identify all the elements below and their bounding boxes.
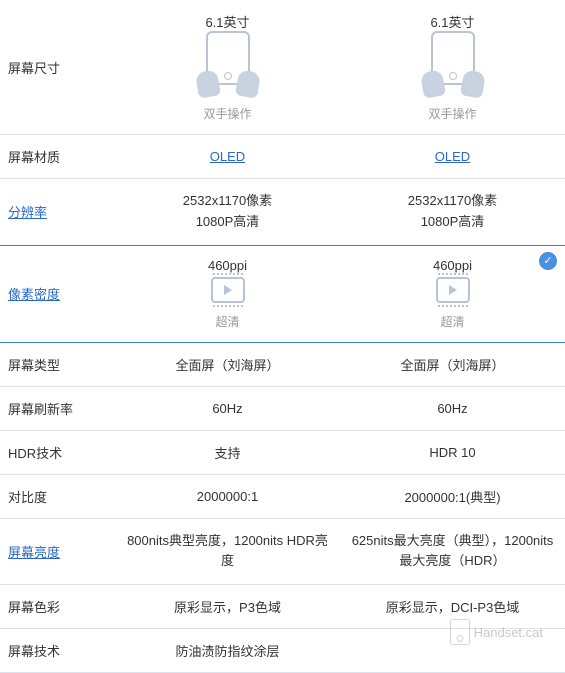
video-hd-icon [436, 277, 470, 303]
oled-link[interactable]: OLED [435, 149, 470, 164]
row-material: 屏幕材质 OLED OLED [0, 135, 565, 179]
label-contrast: 对比度 [0, 475, 115, 518]
video-hd-icon [211, 277, 245, 303]
check-badge-icon: ✓ [539, 252, 557, 270]
value-cell-1: 800nits典型亮度，1200nits HDR亮度 [115, 519, 340, 585]
label-refresh: 屏幕刷新率 [0, 387, 115, 430]
row-color: 屏幕色彩 原彩显示，P3色域 原彩显示，DCI-P3色域 [0, 585, 565, 629]
value-text: 460ppi [208, 258, 247, 273]
value-text: 1080P高清 [421, 212, 485, 233]
label-text: 屏幕刷新率 [8, 399, 73, 418]
caption-text: 超清 [215, 313, 239, 330]
value-cell-1: 2000000:1 [115, 475, 340, 518]
label-text: 屏幕材质 [8, 147, 60, 166]
value-text: 2000000:1 [197, 489, 258, 504]
value-cell-1: 460ppi 超清 [115, 246, 340, 342]
label-resolution: 分辨率 [0, 179, 115, 245]
label-color: 屏幕色彩 [0, 585, 115, 628]
value-cell-1: 原彩显示，P3色域 [115, 585, 340, 628]
value-cell-2: 460ppi 超清 [340, 246, 565, 342]
label-text: 屏幕类型 [8, 355, 60, 374]
value-text: 全面屏（刘海屏） [175, 355, 279, 374]
value-cell-2: 全面屏（刘海屏） [340, 343, 565, 386]
value-text: 6.1英寸 [430, 12, 474, 31]
value-text: 625nits最大亮度（典型），1200nits最大亮度（HDR） [348, 531, 557, 573]
value-text: 1080P高清 [196, 212, 260, 233]
value-text: 2532x1170像素 [183, 191, 272, 212]
value-cell-1: 防油渍防指纹涂层 [115, 629, 340, 672]
value-text: HDR 10 [429, 445, 475, 460]
two-hands-phone-icon [193, 31, 263, 99]
value-cell-1: 支持 [115, 431, 340, 474]
value-cell-2: 60Hz [340, 387, 565, 430]
row-contrast: 对比度 2000000:1 2000000:1(典型) [0, 475, 565, 519]
value-cell-2: OLED [340, 135, 565, 178]
label-screen-size: 屏幕尺寸 [0, 0, 115, 134]
value-cell-2: HDR 10 [340, 431, 565, 474]
label-material: 屏幕材质 [0, 135, 115, 178]
row-type: 屏幕类型 全面屏（刘海屏） 全面屏（刘海屏） [0, 343, 565, 387]
row-tech: 屏幕技术 防油渍防指纹涂层 [0, 629, 565, 673]
value-text: 全面屏（刘海屏） [400, 355, 504, 374]
label-ppi: 像素密度 [0, 246, 115, 342]
label-brightness: 屏幕亮度 [0, 519, 115, 585]
value-cell-1: 6.1英寸 双手操作 [115, 0, 340, 134]
row-ppi: 像素密度 460ppi 超清 460ppi 超清 ✓ [0, 246, 565, 343]
ppi-link[interactable]: 像素密度 [8, 284, 60, 303]
label-text: 屏幕尺寸 [8, 58, 60, 77]
value-text: 原彩显示，DCI-P3色域 [386, 597, 520, 616]
value-cell-1: 2532x1170像素 1080P高清 [115, 179, 340, 245]
value-cell-1: 60Hz [115, 387, 340, 430]
label-hdr: HDR技术 [0, 431, 115, 474]
value-cell-2: 6.1英寸 双手操作 [340, 0, 565, 134]
row-screen-size: 屏幕尺寸 6.1英寸 双手操作 6.1英寸 双手操作 [0, 0, 565, 135]
value-text: 支持 [214, 443, 240, 462]
value-text: 460ppi [433, 258, 472, 273]
value-cell-2: 2532x1170像素 1080P高清 [340, 179, 565, 245]
label-tech: 屏幕技术 [0, 629, 115, 672]
row-hdr: HDR技术 支持 HDR 10 [0, 431, 565, 475]
oled-link[interactable]: OLED [210, 149, 245, 164]
label-text: 屏幕色彩 [8, 597, 60, 616]
value-cell-1: 全面屏（刘海屏） [115, 343, 340, 386]
value-text: 60Hz [437, 401, 467, 416]
resolution-link[interactable]: 分辨率 [8, 202, 47, 221]
caption-text: 双手操作 [428, 105, 476, 122]
value-cell-2: 2000000:1(典型) [340, 475, 565, 518]
value-cell-1: OLED [115, 135, 340, 178]
value-text: 防油渍防指纹涂层 [175, 641, 279, 660]
label-text: 对比度 [8, 487, 47, 506]
value-cell-2 [340, 629, 565, 672]
value-text: 原彩显示，P3色域 [174, 597, 281, 616]
two-hands-phone-icon [418, 31, 488, 99]
row-resolution: 分辨率 2532x1170像素 1080P高清 2532x1170像素 1080… [0, 179, 565, 246]
value-text: 6.1英寸 [205, 12, 249, 31]
value-text: 2532x1170像素 [408, 191, 497, 212]
caption-text: 超清 [440, 313, 464, 330]
row-refresh: 屏幕刷新率 60Hz 60Hz [0, 387, 565, 431]
value-text: 2000000:1(典型) [404, 487, 500, 506]
label-text: 屏幕技术 [8, 641, 60, 660]
label-type: 屏幕类型 [0, 343, 115, 386]
row-brightness: 屏幕亮度 800nits典型亮度，1200nits HDR亮度 625nits最… [0, 519, 565, 586]
brightness-link[interactable]: 屏幕亮度 [8, 542, 60, 561]
value-cell-2: 原彩显示，DCI-P3色域 [340, 585, 565, 628]
caption-text: 双手操作 [203, 105, 251, 122]
value-cell-2: 625nits最大亮度（典型），1200nits最大亮度（HDR） [340, 519, 565, 585]
label-text: HDR技术 [8, 443, 62, 462]
value-text: 60Hz [212, 401, 242, 416]
value-text: 800nits典型亮度，1200nits HDR亮度 [123, 531, 332, 573]
spec-comparison-table: 屏幕尺寸 6.1英寸 双手操作 6.1英寸 双手操作 屏幕材质 OLED OLE… [0, 0, 565, 673]
